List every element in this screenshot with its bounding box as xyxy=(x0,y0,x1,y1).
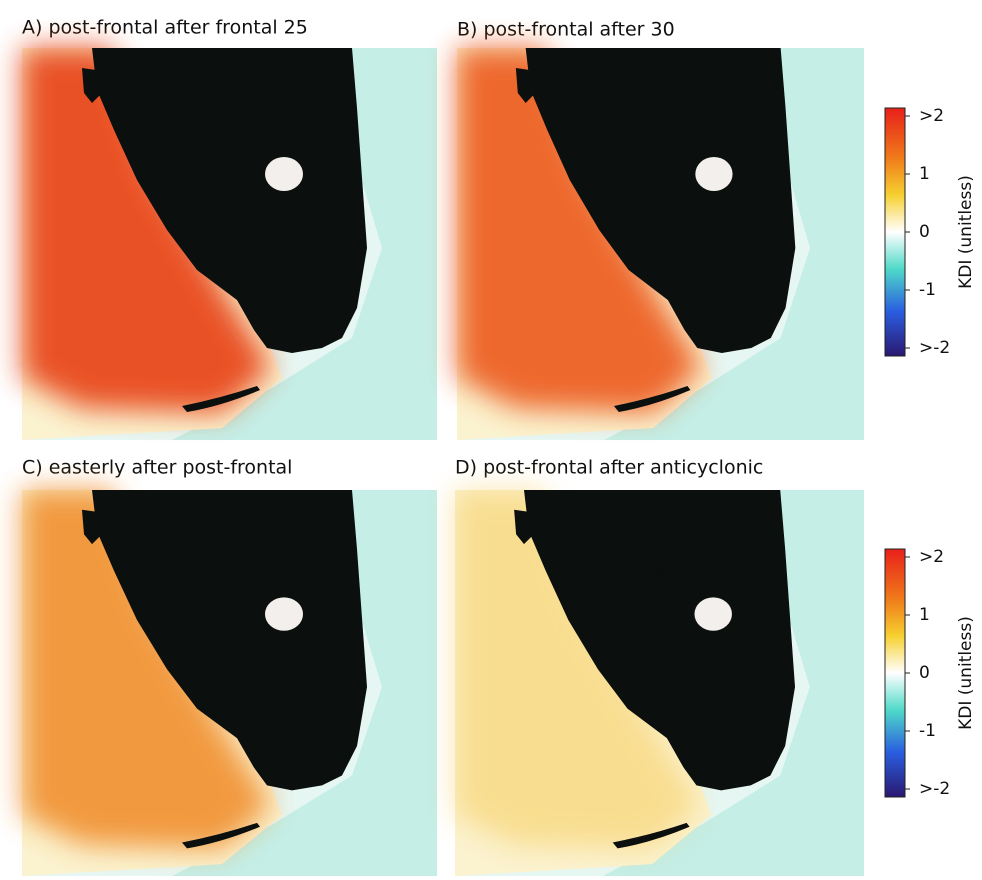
panel-title: C) easterly after post-frontal xyxy=(22,457,292,479)
panel-title: D) post-frontal after anticyclonic xyxy=(455,457,763,479)
colorbar-tick-label: >2 xyxy=(919,547,944,567)
colorbar-tick-label: 0 xyxy=(919,222,930,242)
panel-title: A) post-frontal after frontal 25 xyxy=(22,17,308,39)
colorbar-tick-label: >-2 xyxy=(919,338,950,358)
panel-title: B) post-frontal after 30 xyxy=(457,19,675,41)
colorbar xyxy=(884,107,906,357)
colorbar-tick-label: 1 xyxy=(919,164,930,184)
map xyxy=(22,48,437,440)
colorbar-tick-label: -1 xyxy=(919,721,936,741)
kdi-field xyxy=(455,490,702,850)
colorbar-tick-label: >2 xyxy=(919,106,944,126)
colorbar-tick-label: 1 xyxy=(919,605,930,625)
map xyxy=(457,48,864,440)
colorbars: >2 1 0 -1 >-2 KDI (unitless) >2 1 0 -1 >-2 KDI (uni… xyxy=(884,106,976,799)
colorbar xyxy=(884,548,906,798)
colorbar-label: KDI (unitless) xyxy=(956,616,976,730)
kdi-field xyxy=(22,48,272,413)
colorbar-tick-label: -1 xyxy=(919,280,936,300)
colorbar-label: KDI (unitless) xyxy=(956,175,976,289)
map xyxy=(455,490,864,876)
kdi-field xyxy=(457,48,703,413)
colorbar-tick-label: 0 xyxy=(919,663,930,683)
map xyxy=(22,490,437,876)
panels: A) post-frontal after frontal 25 B) post-… xyxy=(22,17,864,876)
colorbar-tick-label: >-2 xyxy=(919,779,950,799)
kdi-field xyxy=(22,490,272,850)
